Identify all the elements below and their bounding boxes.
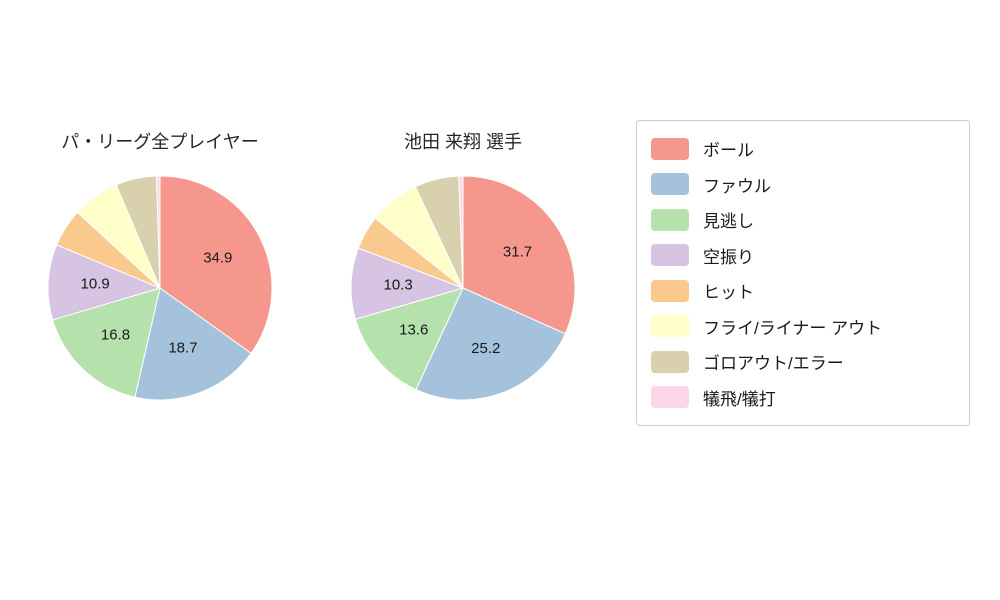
legend-swatch (651, 386, 689, 409)
pie-slice (47, 244, 162, 321)
pie-value-label: 10.3 (383, 276, 412, 293)
legend-item: 見逃し (651, 202, 969, 238)
pie-chart-league: パ・リーグ全プレイヤー 34.9 18.7 16.8 10.9 (45, 128, 275, 403)
legend-swatch (651, 279, 689, 302)
legend-label: ヒット (703, 283, 754, 303)
legend-label: 犠飛/犠打 (703, 389, 776, 409)
legend-item: 空振り (651, 238, 969, 274)
legend-swatch (651, 208, 689, 231)
legend-swatch (651, 173, 689, 196)
legend-label: ボール (703, 141, 754, 161)
pie-value-label: 18.7 (168, 340, 197, 357)
pie-league: 34.9 18.7 16.8 10.9 (47, 175, 273, 401)
pie-title-league: パ・リーグ全プレイヤー (61, 132, 259, 152)
pie-chart-player: 池田 来翔 選手 31.7 25.2 13.6 10.3 (348, 128, 578, 403)
legend-item: フライ/ライナー アウト (651, 309, 969, 345)
legend: ボールファウル見逃し空振りヒットフライ/ライナー アウト ゴロアウト/エラー 犠飛/… (636, 120, 970, 426)
pie-slice (52, 287, 161, 398)
pie-value-label: 31.7 (503, 244, 532, 261)
legend-label: ゴロアウト/エラー (703, 354, 844, 374)
legend-label: フライ/ライナー アウト (703, 318, 883, 338)
pie-value-label: 25.2 (471, 340, 500, 357)
pie-slice (462, 175, 576, 335)
legend-swatch (651, 315, 689, 338)
pie-player: 31.7 25.2 13.6 10.3 (350, 175, 576, 401)
legend-swatch (651, 350, 689, 373)
legend-swatch (651, 244, 689, 267)
legend-swatch (651, 137, 689, 160)
pie-title-player: 池田 来翔 選手 (403, 132, 522, 152)
pie-slice (354, 287, 464, 391)
legend-label: ファウル (703, 176, 771, 196)
pie-slice (350, 247, 465, 320)
legend-item: ボール (651, 131, 969, 167)
legend-item: 犠飛/犠打 (651, 380, 969, 416)
pie-slice (159, 175, 273, 354)
legend-item: ヒット (651, 273, 969, 309)
legend-item: ゴロアウト/エラー (651, 344, 969, 380)
pie-slice (155, 175, 161, 289)
pie-value-label: 34.9 (203, 249, 232, 266)
legend-label: 見逃し (703, 212, 754, 232)
pie-slice (134, 287, 252, 401)
pie-slice (458, 175, 464, 289)
legend-item: ファウル (651, 167, 969, 203)
legend-label: 空振り (703, 247, 754, 267)
pie-value-label: 13.6 (399, 321, 428, 338)
pie-value-label: 10.9 (81, 275, 110, 292)
pie-value-label: 16.8 (101, 326, 130, 343)
pie-slice (415, 287, 566, 401)
